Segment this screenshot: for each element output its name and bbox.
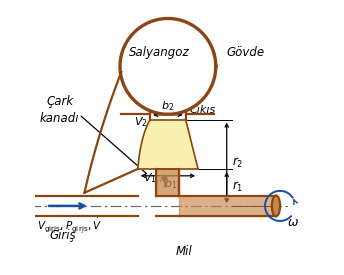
Text: $b_1$: $b_1$	[164, 177, 177, 191]
Polygon shape	[138, 120, 198, 169]
Text: $\omega$: $\omega$	[287, 216, 299, 229]
Text: Giriş: Giriş	[49, 229, 76, 242]
Text: Gövde: Gövde	[227, 46, 265, 59]
Text: Çark
kanadı: Çark kanadı	[40, 95, 79, 125]
Text: $r_1$: $r_1$	[232, 180, 243, 194]
Polygon shape	[138, 120, 198, 169]
Polygon shape	[157, 169, 179, 196]
Text: $V_{\mathrm{giri\c{s}}}, P_{\mathrm{giri\c{s}}}, \dot{V}$: $V_{\mathrm{giri\c{s}}}, P_{\mathrm{giri…	[36, 217, 102, 236]
Polygon shape	[179, 196, 276, 216]
Text: Çıkış: Çıkış	[190, 105, 216, 115]
Text: $V_{1,n}$: $V_{1,n}$	[143, 172, 166, 188]
Ellipse shape	[272, 196, 280, 216]
Text: Salyangoz: Salyangoz	[129, 46, 190, 59]
Text: $r_2$: $r_2$	[232, 156, 243, 170]
Text: $V_{2,n}$: $V_{2,n}$	[134, 116, 157, 131]
Text: $b_2$: $b_2$	[161, 100, 174, 113]
Text: Mil: Mil	[176, 245, 193, 258]
